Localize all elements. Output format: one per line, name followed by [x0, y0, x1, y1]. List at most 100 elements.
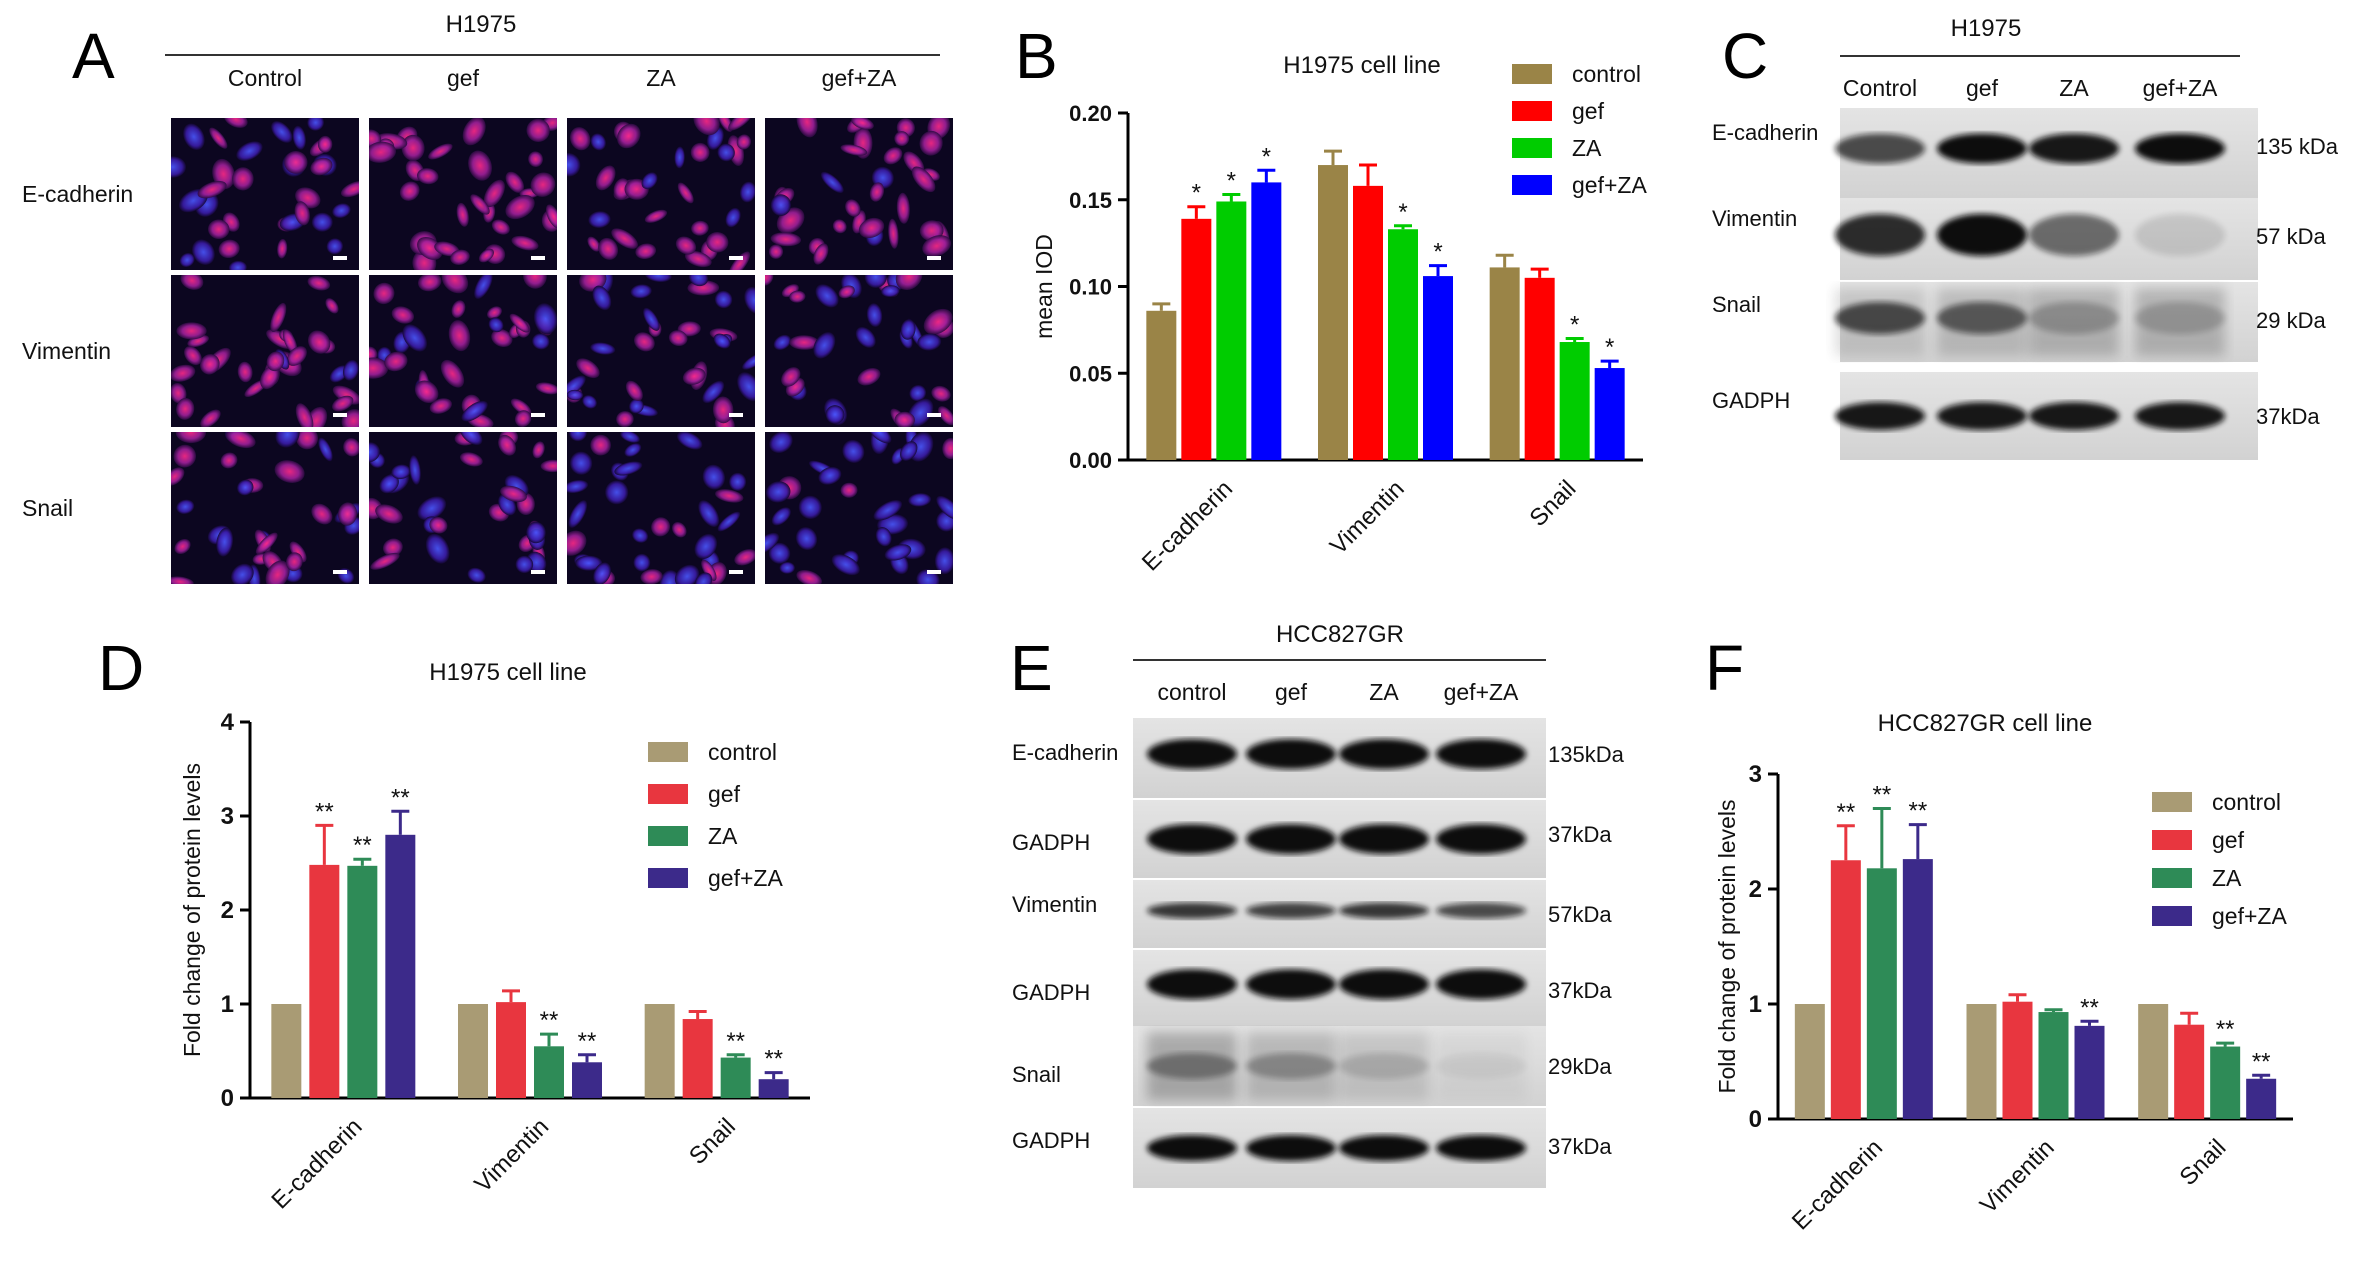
panel-c-band-size: 57 kDa: [2256, 224, 2326, 249]
panel-label-b: B: [1015, 20, 1058, 92]
significance-mark: **: [1872, 782, 1891, 809]
legend-item-control: control: [1512, 61, 1641, 87]
legend-swatch: [648, 742, 688, 762]
if-image-e-cadherin-za: [567, 118, 755, 270]
scale-bar: [729, 256, 743, 260]
legend-label: gef: [708, 781, 741, 807]
legend-swatch: [2152, 868, 2192, 888]
bar-snail-control: [644, 1004, 675, 1098]
legend-item-gef: gef: [2152, 827, 2245, 853]
panel-e-band-name: GADPH: [1012, 1128, 1090, 1153]
panel-a-row-snail: Snail: [22, 495, 73, 521]
panel-e-band: [1339, 824, 1429, 854]
panel-e-blot: control gef ZA gef+ZA E-cadherin 135kDa GADPH 3…: [1012, 679, 1625, 1188]
bar-vimentin-gef-plus-za: [2074, 1025, 2105, 1119]
if-image-e-cadherin-gef: [369, 118, 557, 270]
panel-e-band-name: Snail: [1012, 1062, 1061, 1087]
panel-label-a: A: [72, 20, 115, 92]
chart-title: H1975 cell line: [1283, 52, 1440, 79]
panel-a: H1975 Control gef ZA gef+ZA E-cadherin Vimen…: [22, 11, 953, 584]
panel-c-band-size: 29 kDa: [2256, 308, 2326, 333]
panel-c-lane-labels: Control gef ZA gef+ZA: [1843, 75, 2218, 101]
scale-bar: [333, 256, 347, 260]
x-tick-label-snail: Snail: [1525, 475, 1582, 532]
panel-e-strip-e-cadherin-0: E-cadherin 135kDa: [1012, 718, 1625, 798]
panel-c-band: [2135, 213, 2225, 256]
legend-swatch: [648, 784, 688, 804]
panel-f-chart: HCC827GR cell line 0 1 2 3 Fold change of pro…: [1714, 710, 2293, 1235]
panel-e-band-name: GADPH: [1012, 830, 1090, 855]
panel-a-column-gef-plus-za: gef+ZA: [822, 65, 897, 91]
legend-label: control: [2212, 789, 2281, 815]
panel-e-band-name: GADPH: [1012, 980, 1090, 1005]
panel-c-lane-gef-plus-za: gef+ZA: [2143, 75, 2218, 101]
bar-vimentin-control: [1966, 1004, 1997, 1119]
if-image-snail-gef-plus-za: [765, 432, 953, 584]
bar-e-cadherin-za: [1216, 201, 1247, 461]
scale-bar: [927, 256, 941, 260]
significance-mark: **: [391, 784, 410, 811]
panel-e-strip-gadph-1: GADPH 37kDa: [1012, 800, 1612, 878]
bar-e-cadherin-za: [347, 865, 378, 1098]
panel-d-chart: H1975 cell line 0 1 2 3 4 Fold change of prote…: [179, 659, 810, 1214]
bar-vimentin-control: [1318, 165, 1348, 461]
legend-label: control: [1572, 61, 1641, 87]
panel-a-row-e-cadherin: E-cadherin: [22, 181, 133, 207]
significance-mark: **: [1908, 798, 1927, 825]
scale-bar: [927, 570, 941, 574]
panel-c-strip-e-cadherin-0: E-cadherin 135 kDa: [1712, 108, 2339, 198]
scale-bar: [729, 413, 743, 417]
panel-e-lane-labels: control gef ZA gef+ZA: [1157, 679, 1519, 705]
panel-c-band: [2135, 402, 2225, 430]
if-image-vimentin-gef: [369, 275, 557, 427]
panel-e-strip-snail-4: Snail 29kDa: [1012, 1026, 1612, 1106]
bar-e-cadherin-control: [1794, 1004, 1825, 1119]
panel-label-f: F: [1705, 632, 1744, 704]
panel-c-band-size: 135 kDa: [2256, 134, 2339, 159]
significance-mark: *: [1262, 143, 1271, 170]
y-tick-label: 0: [221, 1085, 234, 1112]
panel-e-band: [1339, 902, 1429, 919]
legend-swatch: [1512, 64, 1552, 84]
panel-a-row-labels: E-cadherin Vimentin Snail: [22, 181, 133, 521]
panel-c-band-size: 37kDa: [2256, 404, 2320, 429]
bar-snail-gef: [1524, 277, 1555, 460]
significance-mark: **: [353, 832, 372, 859]
panel-e-band: [1246, 902, 1336, 919]
panel-c-band: [2135, 133, 2225, 164]
panel-e-band-size: 37kDa: [1548, 978, 1612, 1003]
bar-e-cadherin-gef: [1830, 860, 1861, 1119]
bar-snail-za: [720, 1057, 751, 1098]
legend-swatch: [1512, 175, 1552, 195]
legend-item-gef-plus-za: gef+ZA: [2152, 903, 2287, 929]
panel-e-band: [1147, 969, 1237, 1000]
bar-snail-gef: [2174, 1024, 2205, 1119]
panel-e-band-size: 29kDa: [1548, 1054, 1612, 1079]
scale-bar: [729, 570, 743, 574]
panel-c-cell-line: H1975: [1951, 15, 2022, 42]
bar-snail-control: [2138, 1004, 2169, 1119]
x-tick-label-snail: Snail: [684, 1113, 741, 1170]
panel-e-band: [1436, 739, 1526, 769]
bar-snail-za: [1559, 342, 1590, 460]
panel-e-lane-gef-plus-za: gef+ZA: [1444, 679, 1519, 705]
chart-title: HCC827GR cell line: [1878, 710, 2093, 737]
bar-vimentin-gef: [496, 1002, 526, 1098]
panel-c-band: [2029, 213, 2119, 256]
bar-e-cadherin-gef: [309, 864, 340, 1098]
bar-e-cadherin-control: [1146, 310, 1177, 460]
x-tick-label-vimentin: Vimentin: [469, 1113, 554, 1198]
legend-item-gef: gef: [648, 781, 741, 807]
scale-bar: [531, 570, 545, 574]
bar-snail-control: [1489, 267, 1520, 460]
bar-vimentin-za: [1388, 229, 1418, 460]
panel-c-lane-control: Control: [1843, 75, 1917, 101]
panel-c-band: [2029, 402, 2119, 430]
legend-swatch: [648, 826, 688, 846]
bar-snail-gef: [682, 1019, 713, 1098]
panel-a-column-za: ZA: [646, 65, 676, 91]
panel-e-band: [1436, 1135, 1526, 1161]
panel-c-band-name: GADPH: [1712, 388, 1790, 413]
significance-mark: **: [726, 1028, 745, 1055]
panel-a-cell-line: H1975: [446, 11, 517, 38]
